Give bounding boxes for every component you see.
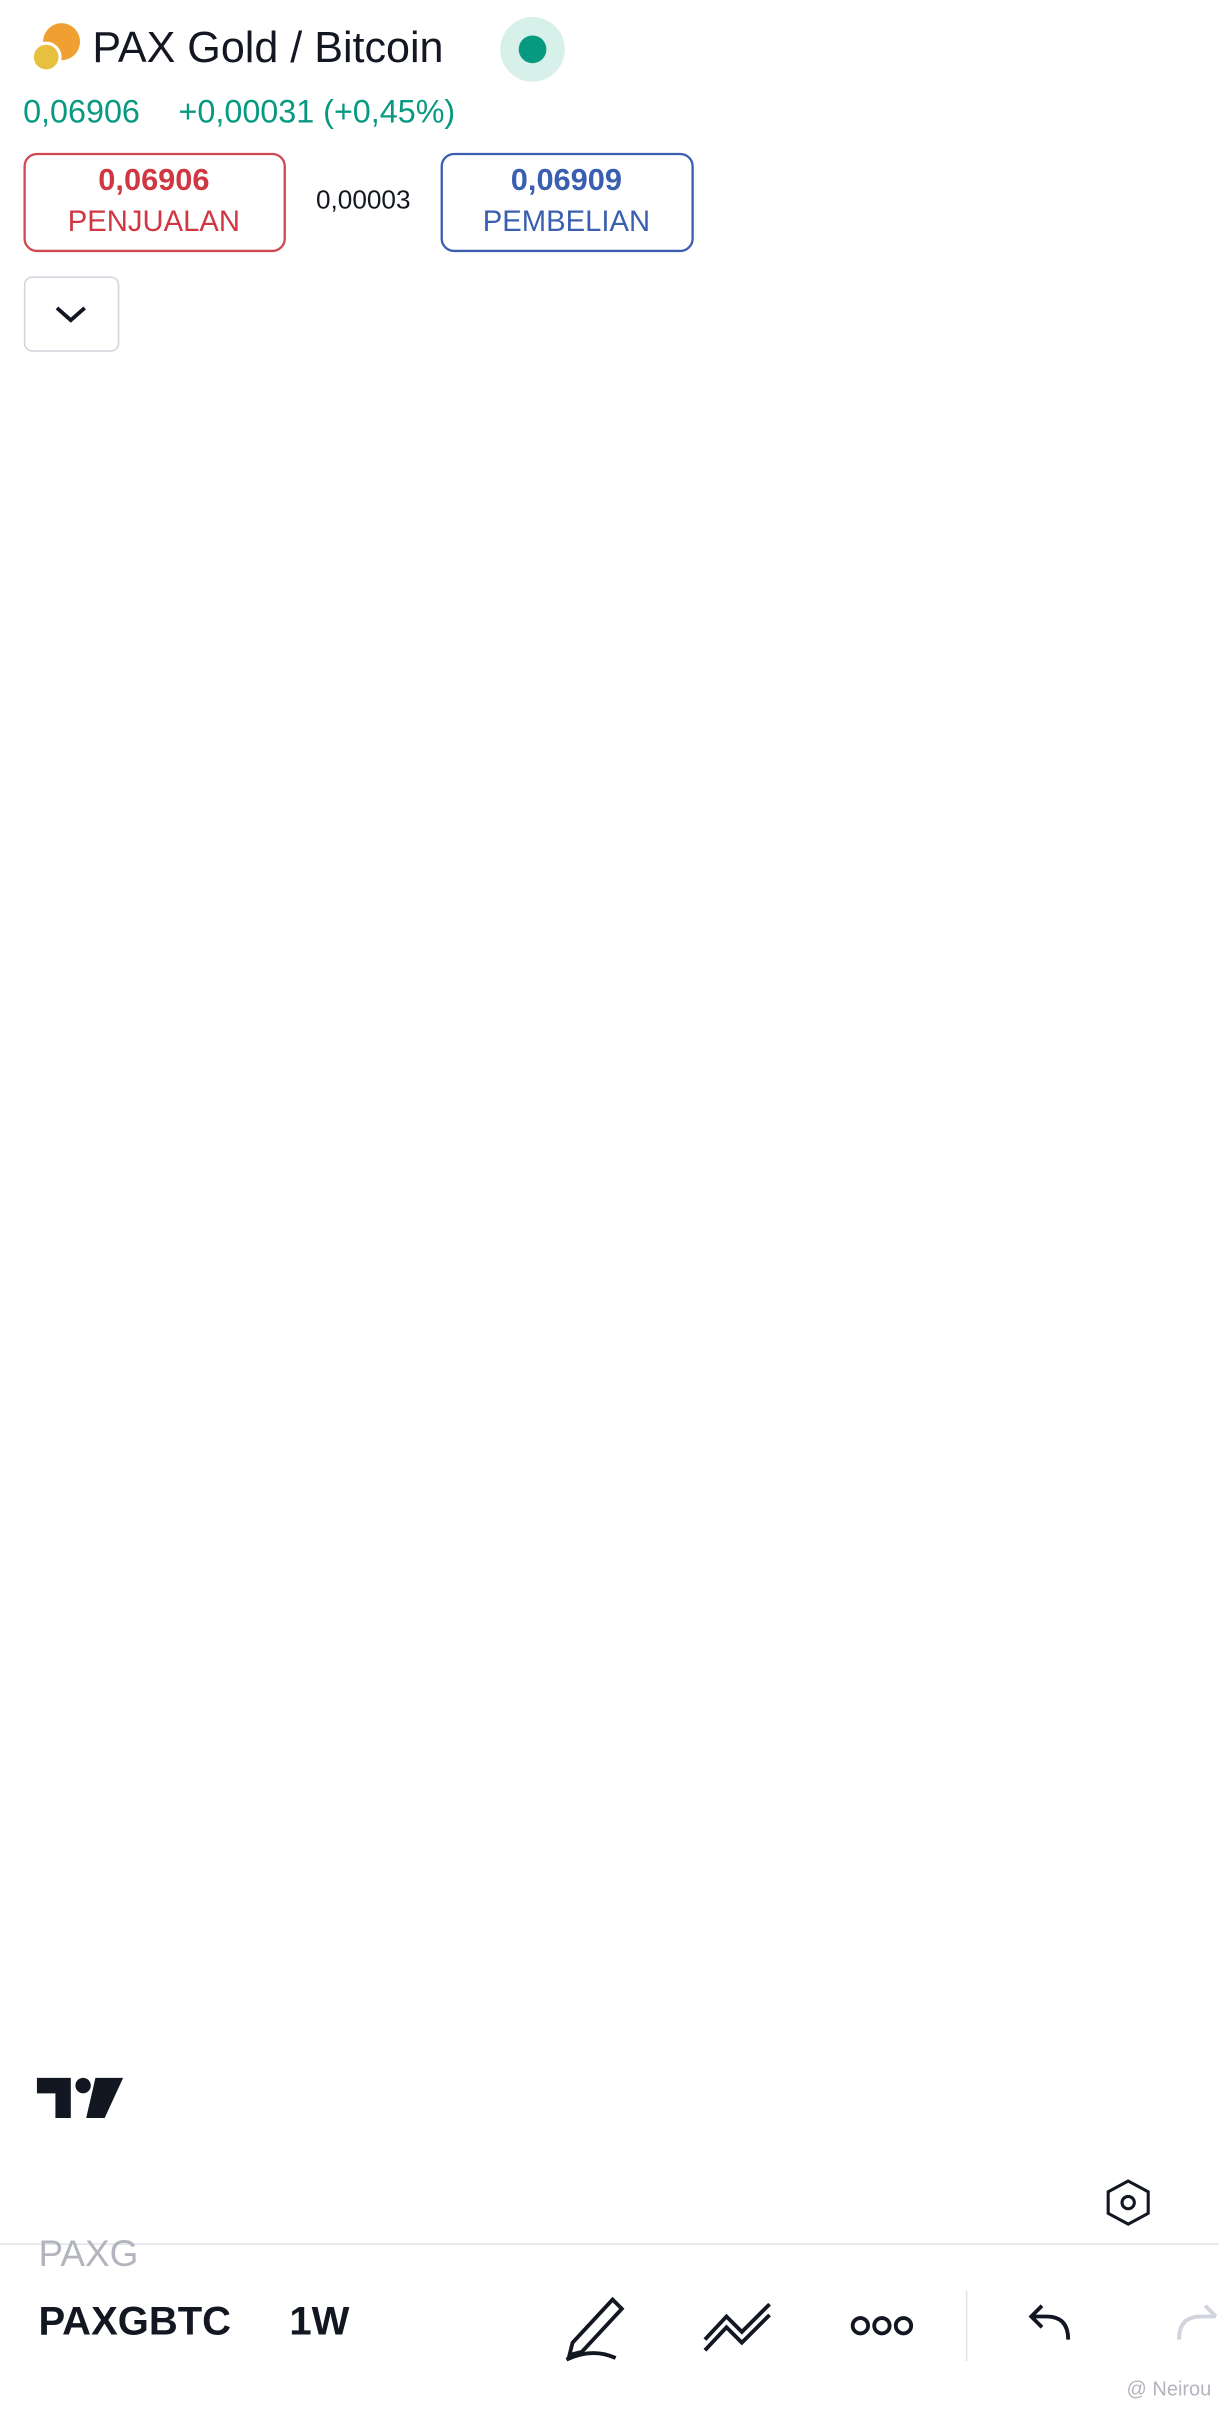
undo-icon[interactable]	[1028, 2304, 1071, 2340]
symbol-next[interactable]: PAXGETH	[38, 2372, 212, 2412]
tv-logo	[33, 2071, 130, 2125]
status-dot	[518, 35, 547, 64]
header-bg	[0, 0, 770, 93]
watermark: @ Neirou	[1127, 2379, 1212, 2401]
price: 0,06906	[23, 94, 140, 130]
buy-price: 0,06909	[511, 162, 622, 197]
redo-icon[interactable]	[1177, 2304, 1218, 2340]
interval[interactable]: 1W	[289, 2300, 349, 2344]
indicator-icon[interactable]	[703, 2302, 771, 2352]
collapse-button[interactable]	[23, 276, 120, 352]
sell-button[interactable]	[23, 152, 286, 253]
symbol-prev[interactable]: PAXG	[38, 2233, 138, 2274]
chevron-icon	[55, 306, 86, 323]
title: PAX Gold / Bitcoin	[92, 24, 443, 72]
change: +0,00031 (+0,45%)	[179, 94, 456, 130]
buy-label: PEMBELIAN	[483, 206, 650, 238]
sell-label: PENJUALAN	[68, 206, 240, 238]
spread: 0,00003	[316, 185, 411, 215]
draw-icon[interactable]	[565, 2296, 625, 2362]
buy-button[interactable]	[440, 152, 694, 253]
sell-price: 0,06906	[98, 162, 209, 197]
symbol[interactable]: PAXGBTC	[38, 2300, 231, 2344]
coin-icon	[30, 41, 62, 73]
settings-icon[interactable]	[1106, 2179, 1150, 2226]
more-icon[interactable]	[850, 2316, 914, 2336]
